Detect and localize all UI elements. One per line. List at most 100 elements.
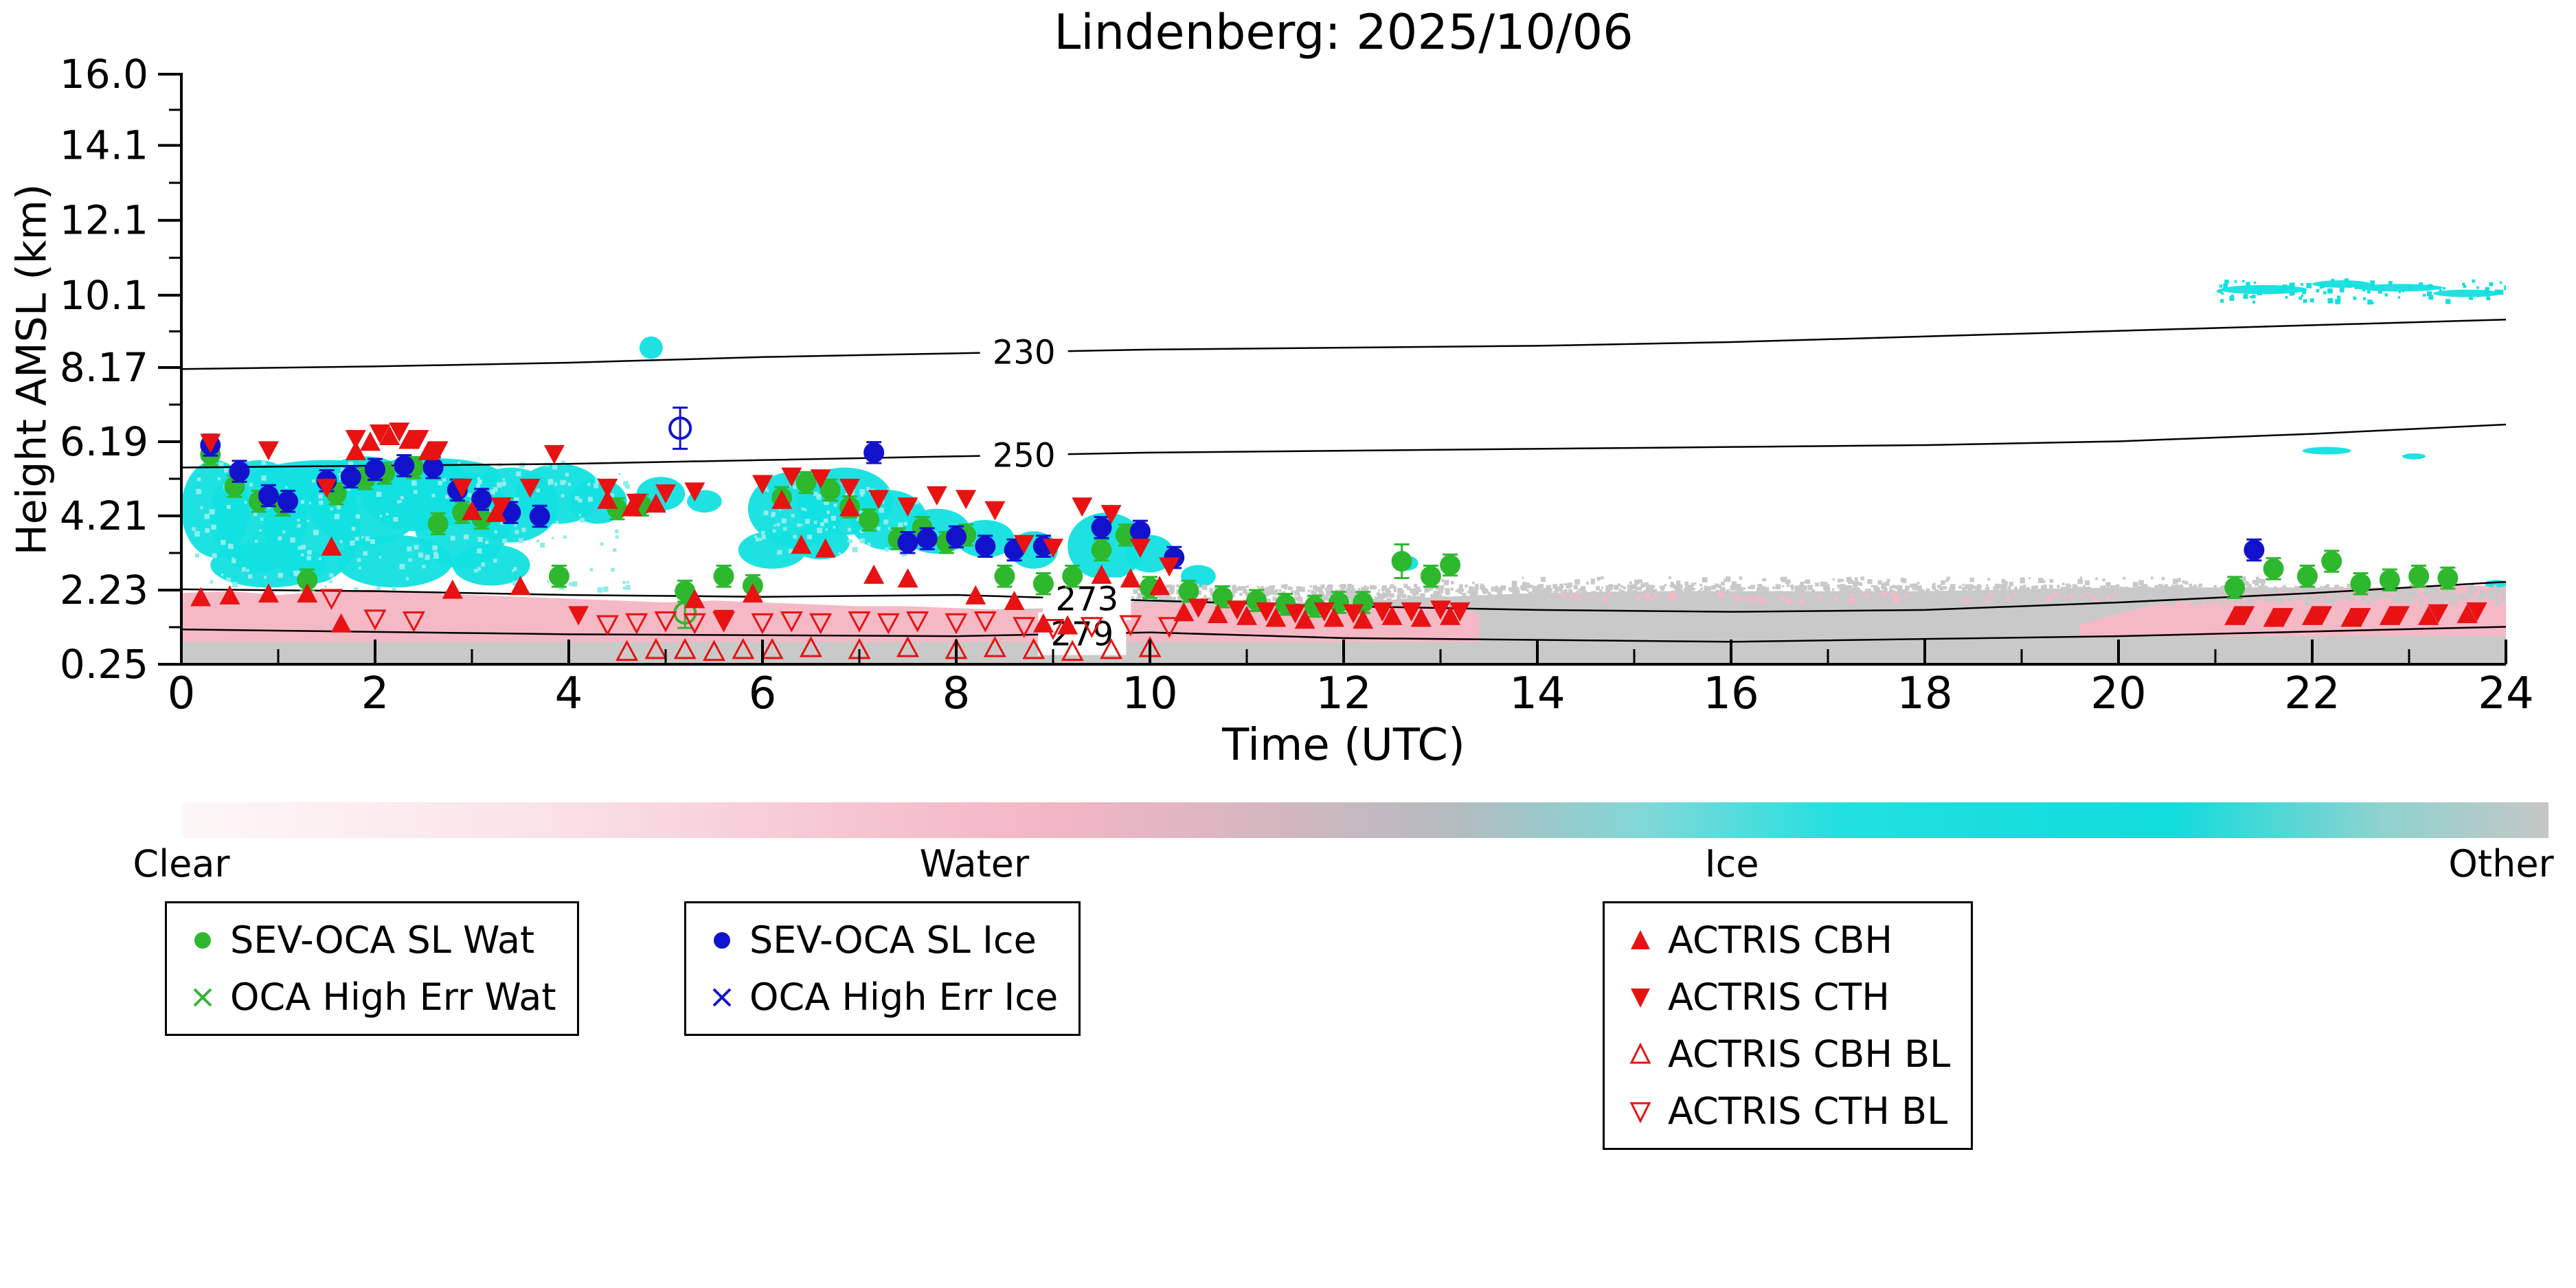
open-triangle-down-icon	[1629, 1102, 1651, 1123]
y-tick-label: 6.19	[60, 418, 148, 465]
colorbar-label-other: Other	[2448, 842, 2554, 885]
scatter-point	[1072, 497, 1093, 517]
legend-entry: ACTRIS CTH BL	[1625, 1089, 1950, 1133]
scatter-point	[1430, 600, 1451, 620]
y-tick-label: 8.17	[60, 344, 148, 391]
scatter-point	[1149, 576, 1171, 596]
scatter-point	[2263, 558, 2284, 579]
scatter-point	[1120, 568, 1141, 588]
scatter-point	[2340, 607, 2362, 627]
scatter-point	[1080, 617, 1103, 638]
legend-box-actris: ACTRIS CBH ACTRIS CTH ACTRIS CBH BL ACTRIS …	[1603, 901, 1974, 1150]
scatter-point	[1391, 551, 1412, 572]
scatter-point	[1004, 591, 1025, 611]
scatter-point	[229, 461, 250, 482]
scatter-point	[1119, 615, 1142, 637]
scatter-point	[394, 455, 415, 476]
legend-label: OCA High Err Wat	[230, 975, 556, 1019]
scatter-point	[897, 497, 918, 517]
scatter-point	[422, 457, 444, 478]
scatter-point	[316, 478, 337, 498]
scatter-point	[258, 441, 279, 461]
scatter-point	[330, 613, 352, 633]
scatter-point	[1043, 539, 1063, 558]
scatter-point	[2224, 605, 2246, 625]
scatter-point	[2456, 604, 2478, 624]
scatter-point	[2379, 605, 2400, 625]
triangle-down-icon	[1631, 988, 1650, 1008]
scatter-point	[1328, 592, 1349, 613]
isotherm-label: 250	[993, 436, 1056, 475]
legend-box-wat: SEV-OCA SL Wat OCA High Err Wat	[165, 901, 579, 1036]
scatter-point	[2263, 607, 2284, 627]
scatter-point	[427, 441, 449, 461]
scatter-point	[973, 611, 997, 633]
scatter-point	[625, 613, 648, 635]
scatter-point	[1061, 640, 1084, 662]
scatter-point	[345, 430, 366, 450]
scatter-point	[984, 501, 1006, 521]
scatter-point	[615, 640, 639, 662]
legend-box-ice: SEV-OCA SL Ice OCA High Err Ice	[684, 901, 1081, 1036]
scatter-point	[897, 532, 918, 553]
scatter-point	[645, 493, 666, 513]
scatter-point	[926, 486, 947, 506]
scatter-point	[2244, 539, 2265, 561]
x-icon	[712, 988, 732, 1006]
legend-label: SEV-OCA SL Wat	[230, 918, 535, 962]
x-tick-label: 14	[1509, 668, 1565, 719]
x-tick-label: 6	[749, 668, 777, 719]
scatter-point	[1157, 617, 1181, 638]
x-tick-label: 20	[2090, 668, 2146, 719]
scatter-point	[258, 485, 279, 506]
scatter-point	[2296, 565, 2318, 587]
scatter-point	[675, 580, 696, 602]
x-tick-label: 0	[168, 668, 196, 719]
circle-icon	[714, 931, 730, 949]
scatter-point	[1440, 554, 1461, 576]
scatter-point	[906, 611, 929, 633]
scatter-point	[529, 506, 550, 527]
scatter-point	[442, 579, 463, 599]
scatter-point	[848, 611, 871, 633]
legend-entry: ACTRIS CBH BL	[1625, 1032, 1950, 1076]
y-tick-label: 2.23	[60, 567, 148, 613]
scatter-point	[345, 440, 366, 460]
scatter-point	[320, 589, 343, 610]
scatter-point	[321, 536, 342, 556]
legend-label: ACTRIS CTH BL	[1668, 1089, 1948, 1133]
plot-area: 2302502732790.252.234.216.198.1710.112.1…	[60, 51, 2534, 719]
scatter-point	[994, 565, 1015, 587]
scatter-point	[1013, 617, 1036, 638]
scatter-point	[2408, 565, 2430, 587]
colorbar-labels: Clear Water Ice Other	[133, 842, 2553, 890]
scatter-point	[1100, 637, 1123, 659]
scatter-point	[820, 479, 841, 501]
scatter-point	[732, 637, 755, 659]
scatter-point	[1323, 607, 1344, 627]
scatter-point	[1173, 602, 1195, 622]
scatter-point	[956, 490, 977, 510]
scatter-point	[2437, 567, 2459, 589]
scatter-point	[877, 613, 900, 635]
scatter-point	[916, 528, 938, 550]
scatter-point	[1178, 580, 1199, 602]
scatter-point	[1353, 609, 1374, 629]
scatter-point	[2234, 606, 2255, 626]
scatter-point	[1159, 557, 1180, 577]
scatter-point	[626, 493, 647, 513]
scatter-point	[780, 611, 803, 633]
scatter-point	[799, 636, 823, 657]
legend-label: ACTRIS CBH	[1668, 918, 1893, 962]
scatter-point	[809, 613, 833, 635]
scatter-point	[1401, 602, 1422, 622]
x-tick-label: 2	[361, 668, 389, 719]
scatter-point	[379, 426, 400, 446]
legend-entry: SEV-OCA SL Ice	[707, 918, 1058, 962]
scatter-point	[568, 606, 589, 626]
scatter-point	[815, 538, 836, 558]
scatter-point	[1256, 602, 1277, 622]
scatter-point	[2388, 606, 2410, 626]
scatter-point	[359, 431, 381, 451]
